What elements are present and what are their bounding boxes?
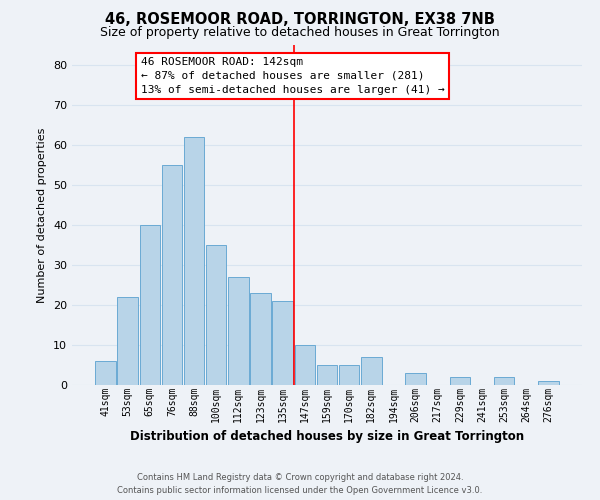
Bar — [228, 277, 248, 385]
Bar — [118, 297, 138, 385]
Bar — [450, 377, 470, 385]
Bar — [361, 357, 382, 385]
Bar — [406, 373, 426, 385]
Text: Contains HM Land Registry data © Crown copyright and database right 2024.
Contai: Contains HM Land Registry data © Crown c… — [118, 474, 482, 495]
Bar — [317, 365, 337, 385]
Text: 46, ROSEMOOR ROAD, TORRINGTON, EX38 7NB: 46, ROSEMOOR ROAD, TORRINGTON, EX38 7NB — [105, 12, 495, 28]
Bar — [161, 165, 182, 385]
Bar — [184, 137, 204, 385]
X-axis label: Distribution of detached houses by size in Great Torrington: Distribution of detached houses by size … — [130, 430, 524, 443]
Bar — [494, 377, 514, 385]
Bar — [295, 345, 315, 385]
Bar — [272, 301, 293, 385]
Bar — [95, 361, 116, 385]
Bar — [250, 293, 271, 385]
Bar — [140, 225, 160, 385]
Text: Size of property relative to detached houses in Great Torrington: Size of property relative to detached ho… — [100, 26, 500, 39]
Bar — [206, 245, 226, 385]
Y-axis label: Number of detached properties: Number of detached properties — [37, 128, 47, 302]
Text: 46 ROSEMOOR ROAD: 142sqm
← 87% of detached houses are smaller (281)
13% of semi-: 46 ROSEMOOR ROAD: 142sqm ← 87% of detach… — [141, 57, 445, 95]
Bar — [339, 365, 359, 385]
Bar — [538, 381, 559, 385]
